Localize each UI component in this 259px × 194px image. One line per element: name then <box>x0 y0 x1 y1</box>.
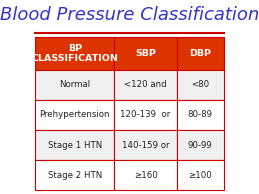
Text: ≥100: ≥100 <box>188 171 212 180</box>
Bar <box>35 70 114 100</box>
Bar <box>114 70 177 100</box>
Text: SBP: SBP <box>135 49 156 58</box>
Bar <box>114 130 177 160</box>
Text: Normal: Normal <box>59 80 90 89</box>
Text: 80-89: 80-89 <box>188 110 213 120</box>
Text: 140-159 or: 140-159 or <box>122 140 169 150</box>
Bar <box>35 37 114 70</box>
Text: Stage 1 HTN: Stage 1 HTN <box>48 140 102 150</box>
Bar <box>35 100 114 130</box>
Text: <120 and: <120 and <box>124 80 167 89</box>
Text: <80: <80 <box>191 80 209 89</box>
Bar <box>114 37 177 70</box>
Bar <box>177 160 224 190</box>
Bar <box>177 100 224 130</box>
Bar <box>177 130 224 160</box>
Text: ≥160: ≥160 <box>134 171 157 180</box>
Bar <box>35 160 114 190</box>
Text: 90-99: 90-99 <box>188 140 213 150</box>
Text: 120-139  or: 120-139 or <box>120 110 171 120</box>
Bar <box>35 130 114 160</box>
Bar <box>177 70 224 100</box>
Text: Prehypertension: Prehypertension <box>40 110 110 120</box>
Bar <box>177 37 224 70</box>
Text: Stage 2 HTN: Stage 2 HTN <box>48 171 102 180</box>
Bar <box>114 160 177 190</box>
Bar <box>114 100 177 130</box>
Text: BP
CLASSIFICATION: BP CLASSIFICATION <box>31 44 118 63</box>
Text: DBP: DBP <box>189 49 211 58</box>
Text: Blood Pressure Classification: Blood Pressure Classification <box>0 6 259 24</box>
